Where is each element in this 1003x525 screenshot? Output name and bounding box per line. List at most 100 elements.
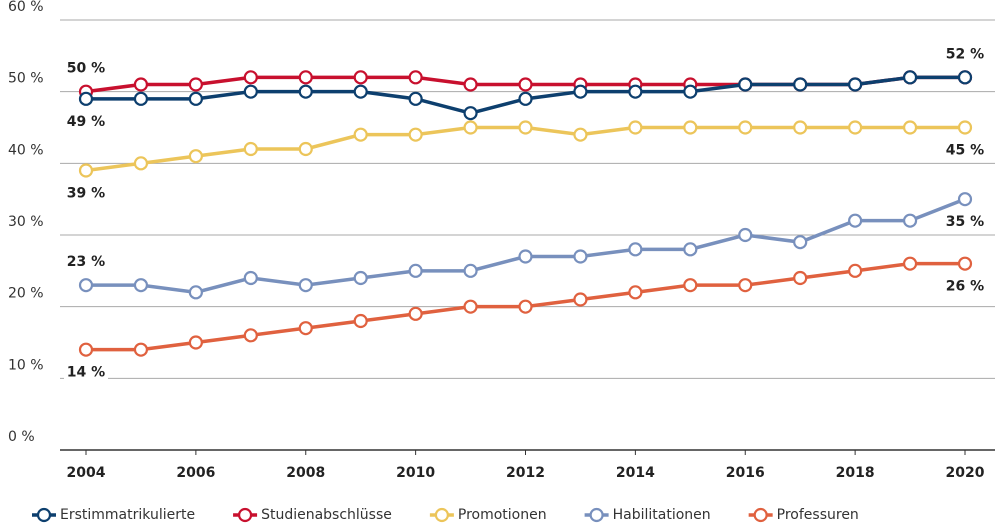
point (628, 285, 643, 300)
data-label: 50 % (67, 61, 105, 77)
label-bg (943, 276, 987, 297)
point (133, 278, 149, 293)
point (738, 227, 753, 243)
point (683, 242, 698, 257)
point (298, 141, 313, 157)
series-line (86, 197, 966, 295)
point (957, 120, 973, 135)
data-label: 14 % (67, 365, 105, 381)
x-tick-label: 2004 (67, 465, 106, 481)
point (133, 342, 149, 357)
point (848, 213, 863, 228)
point (628, 242, 643, 257)
point (902, 213, 918, 228)
y-tick-label: 20 % (8, 286, 44, 302)
point (353, 313, 368, 329)
legend-marker (753, 507, 768, 523)
point (738, 120, 753, 135)
point (463, 263, 478, 278)
label-bg (64, 252, 108, 273)
x-tick-label: 2014 (616, 465, 655, 481)
label-bg (64, 183, 108, 204)
point (243, 270, 258, 286)
point (902, 120, 918, 135)
point (243, 141, 258, 157)
data-label: 39 % (67, 186, 105, 202)
point (298, 84, 313, 99)
point (957, 70, 973, 85)
point (738, 278, 753, 293)
point (628, 120, 643, 135)
y-tick-label: 50 % (8, 71, 44, 87)
point (188, 285, 203, 300)
point (848, 120, 863, 135)
point (188, 77, 203, 92)
data-label: 26 % (946, 279, 984, 295)
label-bg (64, 362, 108, 383)
legend-marker (237, 507, 253, 523)
x-tick-label: 2006 (176, 465, 215, 481)
point (573, 249, 588, 264)
label-bg (64, 58, 108, 79)
x-tick-label: 2016 (726, 465, 765, 481)
legend-label: Promotionen (458, 507, 547, 523)
x-tick-label: 2008 (286, 465, 325, 481)
data-label: 49 % (67, 114, 105, 130)
legend-marker (589, 507, 604, 523)
point (243, 70, 258, 85)
point (408, 127, 423, 142)
point (957, 192, 973, 207)
point (683, 278, 698, 293)
point (353, 70, 368, 85)
point (573, 292, 588, 307)
point (298, 321, 313, 336)
point (793, 77, 808, 92)
point (243, 328, 258, 343)
data-label: 23 % (67, 254, 105, 270)
legend-label: Professuren (777, 507, 859, 523)
point (683, 84, 698, 99)
point (518, 249, 533, 264)
x-tick-label: 2012 (506, 465, 545, 481)
point (463, 120, 478, 135)
point (518, 120, 533, 135)
point (573, 84, 588, 99)
point (848, 77, 863, 92)
point (408, 70, 423, 85)
point (793, 120, 808, 135)
point (738, 77, 753, 92)
point (463, 299, 478, 314)
data-label: 52 % (946, 46, 984, 62)
point (353, 84, 368, 99)
point (463, 106, 478, 121)
x-tick-label: 2020 (946, 465, 985, 481)
x-tick-label: 2010 (396, 465, 435, 481)
y-tick-label: 10 % (8, 357, 44, 373)
point (188, 335, 203, 350)
label-bg (943, 212, 987, 233)
point (78, 342, 94, 357)
point (902, 70, 918, 85)
data-label: 45 % (946, 143, 984, 159)
point (793, 270, 808, 286)
y-tick-label: 40 % (8, 142, 44, 158)
label-bg (64, 111, 108, 132)
point (353, 127, 368, 142)
point (78, 91, 94, 106)
point (793, 235, 808, 250)
point (463, 77, 478, 92)
point (188, 149, 203, 164)
point (243, 84, 258, 99)
point (133, 91, 149, 106)
point (298, 278, 313, 293)
point (518, 91, 533, 106)
data-label: 35 % (946, 214, 984, 230)
legend-label: Erstimmatrikulierte (60, 507, 195, 523)
point (408, 263, 423, 278)
point (628, 84, 643, 99)
point (848, 263, 863, 278)
point (408, 91, 423, 106)
point (353, 270, 368, 286)
point (518, 299, 533, 314)
